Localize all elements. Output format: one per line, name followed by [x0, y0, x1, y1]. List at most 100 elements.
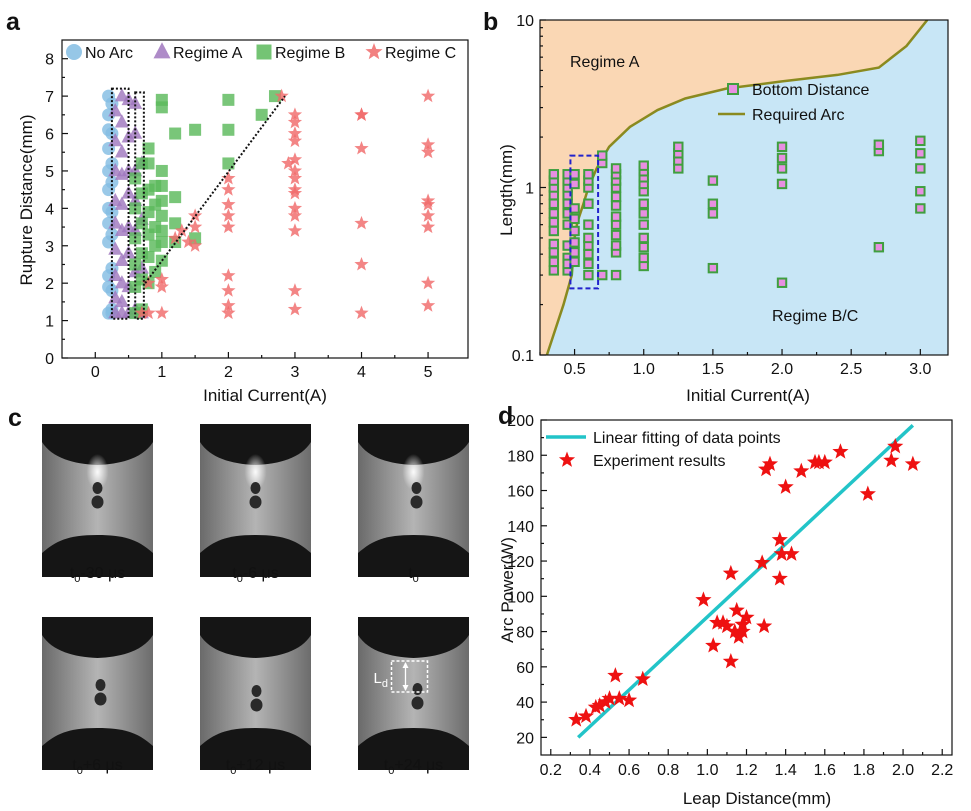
point-regime-c [287, 133, 303, 148]
point-regime-c [174, 223, 189, 237]
x-tick-label: 2.5 [840, 361, 862, 378]
point-experiment-result [883, 452, 900, 468]
region-label-regime-bc: Regime B/C [772, 308, 858, 325]
point-regime-c [287, 126, 303, 140]
point-regime-c [221, 182, 236, 196]
point-bottom-distance [583, 198, 594, 209]
x-tick-label: 0.4 [579, 762, 601, 779]
point-regime-b [155, 93, 168, 106]
point-bottom-distance [915, 148, 926, 159]
legend-label: Regime C [385, 45, 456, 62]
y-tick-label: 140 [507, 519, 534, 536]
point-experiment-result [611, 690, 628, 706]
frame-caption: t0-30 μs [70, 565, 125, 585]
point-regime-c [420, 144, 436, 159]
point-bottom-distance [873, 139, 885, 150]
frame-image [358, 424, 469, 577]
frame-image: Ld [358, 617, 469, 770]
x-tick-label: 3 [290, 364, 299, 381]
dotted-box [110, 87, 130, 320]
point-bottom-distance [548, 247, 560, 258]
frame-image [200, 617, 311, 770]
y-tick-label: 160 [507, 484, 534, 501]
point-regime-b [155, 224, 168, 237]
point-no-arc [105, 228, 119, 242]
point-regime-b [155, 236, 168, 249]
point-regime-b [129, 202, 142, 215]
point-bottom-distance [776, 163, 788, 174]
point-bottom-distance [597, 150, 608, 161]
x-tick-label: 1.2 [735, 762, 757, 779]
y-tick-label: 0 [45, 351, 54, 368]
point-regime-c [281, 155, 296, 170]
point-regime-c [274, 88, 289, 103]
point-bottom-distance [673, 141, 684, 152]
point-regime-a [114, 252, 129, 266]
point-regime-b [142, 142, 155, 155]
point-regime-a [114, 196, 129, 210]
point-bottom-distance [915, 186, 926, 197]
point-regime-c [181, 234, 196, 249]
point-regime-c [287, 114, 303, 129]
x-tick-label: 1.0 [633, 361, 655, 378]
frame-image [42, 424, 153, 577]
point-experiment-result [754, 554, 771, 570]
x-tick-label: 2.0 [771, 361, 793, 378]
chart-a-ylabel: Rupture Distance(mm) [17, 115, 36, 286]
point-experiment-result [761, 455, 779, 471]
point-regime-c [287, 152, 303, 166]
point-regime-b [155, 194, 168, 207]
point-regime-c [221, 197, 236, 211]
point-experiment-result [771, 570, 788, 586]
point-regime-c [221, 219, 236, 234]
point-regime-c [221, 208, 236, 222]
point-regime-b [129, 172, 142, 185]
chart-a: 0 1 2 3 4 5 0 1 2 3 4 5 6 7 8 No Arc Regime A Regime B Re… [17, 39, 469, 405]
legend-label: Bottom Distance [752, 82, 869, 99]
point-bottom-distance [583, 269, 594, 281]
y-tick-label: 8 [45, 52, 54, 69]
point-regime-a [121, 185, 136, 199]
point-regime-c [287, 107, 303, 121]
point-regime-c [420, 88, 436, 103]
point-experiment-result [705, 637, 722, 653]
point-regime-c [187, 238, 203, 252]
point-no-arc [105, 175, 119, 189]
point-bottom-distance [873, 242, 885, 253]
point-experiment-result [777, 478, 794, 494]
point-regime-c [287, 223, 303, 237]
y-tick-label: 0.1 [512, 348, 534, 365]
point-regime-c [420, 275, 436, 290]
point-experiment-result [695, 591, 712, 607]
point-bottom-distance [569, 225, 580, 237]
point-experiment-result [607, 667, 624, 683]
point-bottom-distance [610, 211, 622, 222]
x-tick-label: 0.6 [618, 762, 640, 779]
legend-label: Required Arc [752, 107, 845, 124]
point-bottom-distance [707, 208, 719, 219]
point-regime-b [169, 127, 182, 140]
point-regime-c [154, 305, 169, 320]
point-bottom-distance [583, 258, 594, 270]
dotted-trend-line [144, 95, 286, 284]
point-experiment-result [734, 623, 751, 639]
point-experiment-result [816, 453, 833, 470]
point-bottom-distance [638, 219, 649, 230]
point-bottom-distance [638, 198, 649, 209]
chart-d-xlabel: Leap Distance(mm) [683, 789, 831, 808]
point-regime-a [114, 293, 129, 308]
legend-marker-experiment-results [558, 451, 576, 467]
point-bottom-distance [915, 135, 926, 147]
point-bottom-distance [776, 141, 788, 152]
point-experiment-result [726, 623, 743, 639]
x-tick-label: 2 [224, 364, 233, 381]
y-tick-label: 100 [507, 589, 534, 606]
point-regime-c [420, 137, 436, 151]
plot-frame [61, 39, 469, 359]
point-experiment-result [793, 462, 810, 479]
legend-marker-regime-b [256, 44, 272, 60]
x-tick-label: 1.0 [696, 762, 718, 779]
point-bottom-distance [548, 217, 560, 228]
point-bottom-distance [569, 256, 580, 268]
point-experiment-result [887, 437, 904, 454]
